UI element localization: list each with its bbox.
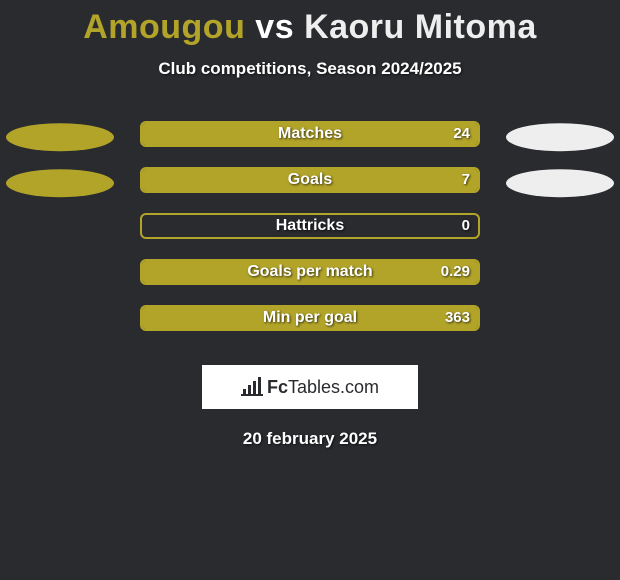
brand-text-a: Fc [267, 377, 288, 397]
subtitle: Club competitions, Season 2024/2025 [0, 59, 620, 79]
ellipse-right [506, 123, 614, 151]
stat-row: Goals per match0.29 [0, 255, 620, 301]
ellipse-right [506, 169, 614, 197]
ellipse-left [6, 123, 114, 151]
bar-track [140, 305, 480, 331]
bar-track [140, 259, 480, 285]
stat-row: Min per goal363 [0, 301, 620, 347]
title-separator: vs [245, 8, 304, 46]
stats-area: Matches24Goals7Hattricks0Goals per match… [0, 117, 620, 347]
bar-track [140, 167, 480, 193]
ellipse-left [6, 169, 114, 197]
bar-fill-right [142, 261, 478, 283]
bar-track [140, 213, 480, 239]
player-left-name: Amougou [83, 8, 245, 46]
brand-text-b: Tables [288, 377, 340, 397]
bar-track [140, 121, 480, 147]
bar-fill-right [142, 169, 478, 191]
page-title: Amougou vs Kaoru Mitoma [0, 0, 620, 47]
brand-text-c: .com [340, 377, 379, 397]
player-right-name: Kaoru Mitoma [304, 8, 537, 46]
brand-text: FcTables.com [267, 377, 379, 398]
stat-row: Matches24 [0, 117, 620, 163]
bar-chart-icon [241, 377, 263, 397]
stat-row: Hattricks0 [0, 209, 620, 255]
date-label: 20 february 2025 [0, 429, 620, 449]
bar-fill-right [142, 307, 478, 329]
brand-logo[interactable]: FcTables.com [202, 365, 418, 409]
bar-fill-right [142, 123, 478, 145]
stat-row: Goals7 [0, 163, 620, 209]
